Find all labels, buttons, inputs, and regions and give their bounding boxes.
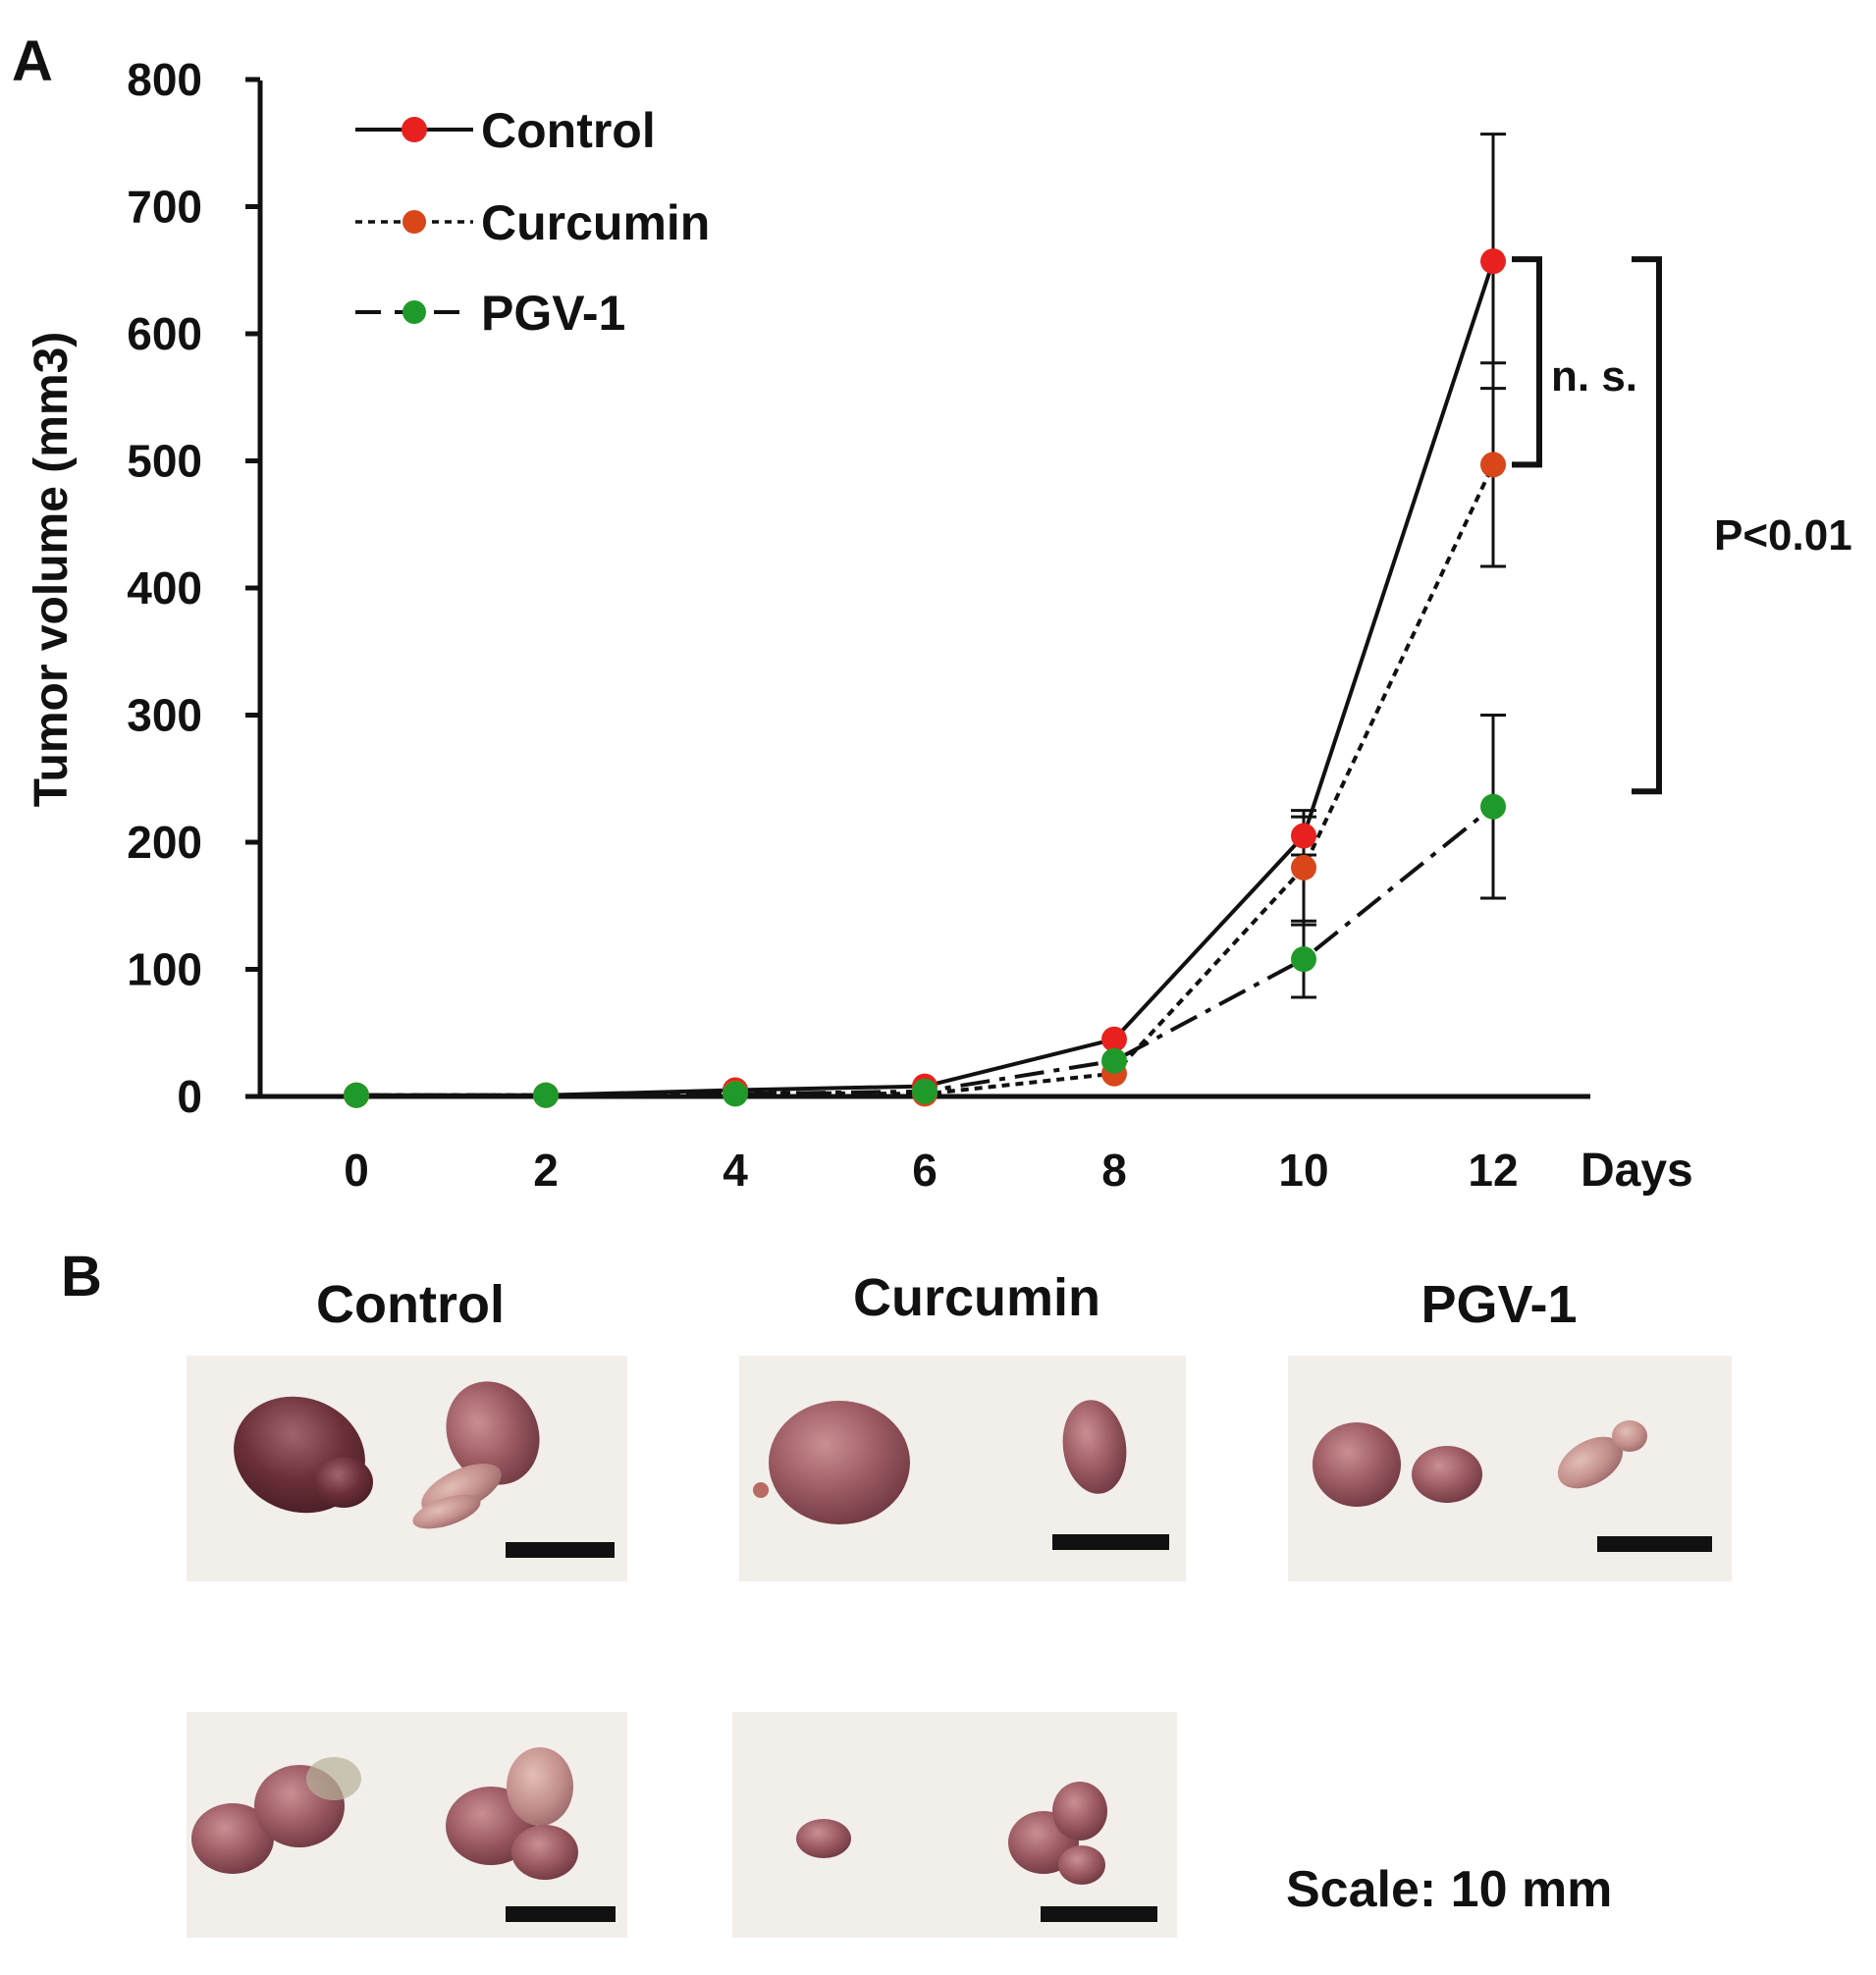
data-point-pgv1 (1101, 1047, 1127, 1074)
data-point-curcumin (1291, 854, 1316, 881)
legend-item-control: Control (355, 103, 656, 158)
data-point-pgv1 (1480, 793, 1506, 820)
series-line-pgv1 (356, 805, 1495, 1097)
photo-pgv1-1 (1288, 1356, 1732, 1581)
data-point-pgv1 (1291, 946, 1316, 973)
group-title-pgv1: PGV-1 (1420, 1275, 1577, 1334)
photo-curcumin-1 (739, 1356, 1186, 1581)
tumor (1058, 1845, 1105, 1885)
y-tick-label: 800 (127, 54, 202, 105)
data-point-control (1291, 823, 1316, 849)
y-tick-label: 600 (127, 308, 202, 359)
y-tick-label: 300 (127, 690, 202, 741)
tumor-volume-chart: 0 100 200 300 400 500 600 700 800 0 2 4 6 8 10 12 Tumo… (26, 54, 1852, 1197)
tumor (769, 1401, 910, 1524)
tumor (1062, 1400, 1127, 1494)
tumor (1557, 1436, 1624, 1489)
annotation-p-value: P<0.01 (1714, 511, 1852, 560)
legend-item-curcumin: Curcumin (355, 195, 710, 250)
tumor (1612, 1420, 1647, 1452)
data-point-control (1101, 1026, 1127, 1052)
tumor (191, 1803, 274, 1874)
bracket-ns (1512, 256, 1542, 468)
x-axis-title: Days (1581, 1145, 1693, 1197)
legend-marker-pgv1 (402, 300, 426, 324)
scale-bar (506, 1906, 616, 1922)
scale-bar (1052, 1534, 1169, 1550)
group-title-curcumin: Curcumin (853, 1268, 1100, 1327)
group-title-control: Control (316, 1275, 505, 1334)
photo-control-1 (187, 1356, 627, 1581)
scale-label: Scale: 10 mm (1286, 1861, 1612, 1918)
significance-brackets (1512, 256, 1662, 795)
scale-bar (1041, 1906, 1157, 1922)
legend-label-pgv1: PGV-1 (481, 286, 625, 341)
photo-curcumin-2 (732, 1712, 1177, 1938)
scale-bar (506, 1542, 615, 1558)
y-tick-label: 0 (177, 1071, 202, 1122)
y-tick-label: 500 (127, 436, 202, 487)
y-axis-title: Tumor volume (mm3) (26, 332, 78, 808)
error-bars (1291, 133, 1506, 999)
tumor (753, 1482, 769, 1498)
panel-a-label: A (12, 29, 53, 93)
x-tick-label: 12 (1468, 1145, 1518, 1196)
tumor (306, 1757, 361, 1800)
series-line-control (356, 260, 1495, 1097)
tumor (511, 1825, 578, 1880)
bracket-p-value (1632, 256, 1662, 795)
y-ticks: 0 100 200 300 400 500 600 700 800 (127, 54, 260, 1122)
x-tick-label: 10 (1278, 1145, 1328, 1196)
data-point-curcumin (1480, 452, 1506, 478)
legend-marker-curcumin (402, 210, 426, 234)
tumor (796, 1819, 851, 1858)
data-point-pgv1 (723, 1081, 748, 1107)
y-tick-label: 700 (127, 182, 202, 233)
tumor (446, 1381, 540, 1485)
x-tick-label: 2 (533, 1145, 559, 1196)
x-tick-label: 8 (1101, 1145, 1127, 1196)
x-tick-label: 0 (344, 1145, 369, 1196)
data-point-pgv1 (912, 1078, 938, 1104)
data-point-pgv1 (344, 1082, 369, 1108)
x-tick-label: 4 (723, 1145, 748, 1196)
tumor-photos: Control Curcumin PGV-1 (187, 1268, 1732, 1938)
tumor (507, 1747, 573, 1826)
scale-bar (1597, 1536, 1712, 1552)
y-tick-label: 400 (127, 562, 202, 614)
annotation-ns: n. s. (1551, 352, 1637, 400)
legend-label-curcumin: Curcumin (481, 195, 710, 250)
tumor (412, 1494, 481, 1529)
tumor (1412, 1446, 1482, 1503)
legend-marker-control (402, 117, 427, 142)
tumor (1052, 1782, 1107, 1841)
data-point-pgv1 (533, 1082, 559, 1108)
tumor (1313, 1422, 1401, 1507)
legend: Control Curcumin PGV-1 (355, 103, 710, 341)
x-tick-label: 6 (912, 1145, 938, 1196)
x-ticks: 0 2 4 6 8 10 12 (344, 1145, 1518, 1196)
series-points (344, 248, 1506, 1108)
y-tick-label: 100 (127, 944, 202, 995)
panel-b-label: B (61, 1245, 102, 1308)
data-point-control (1480, 248, 1506, 275)
legend-item-pgv1: PGV-1 (355, 286, 625, 341)
y-tick-label: 200 (127, 817, 202, 868)
series-lines (356, 260, 1495, 1097)
legend-label-control: Control (481, 103, 656, 158)
tumor (314, 1457, 373, 1508)
photo-control-2 (187, 1712, 627, 1938)
